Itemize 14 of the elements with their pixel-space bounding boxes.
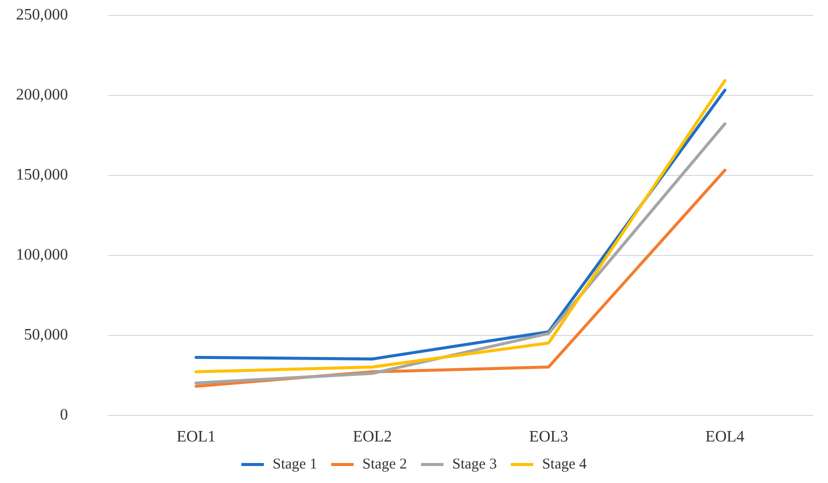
y-tick-label: 250,000 xyxy=(16,6,68,24)
legend-label: Stage 3 xyxy=(452,456,497,472)
x-tick-label: EOL2 xyxy=(352,428,392,446)
x-tick-label: EOL1 xyxy=(176,428,216,446)
x-tick-label: EOL3 xyxy=(529,428,568,446)
legend-label: Stage 4 xyxy=(542,456,588,472)
legend-label: Stage 1 xyxy=(272,456,318,472)
y-tick-label: 150,000 xyxy=(16,166,68,184)
y-tick-label: 100,000 xyxy=(16,246,68,264)
y-tick-label: 0 xyxy=(60,406,68,424)
y-tick-label: 50,000 xyxy=(24,326,68,344)
legend-label: Stage 2 xyxy=(362,456,408,472)
y-tick-label: 200,000 xyxy=(16,86,68,104)
x-tick-label: EOL4 xyxy=(705,428,744,446)
